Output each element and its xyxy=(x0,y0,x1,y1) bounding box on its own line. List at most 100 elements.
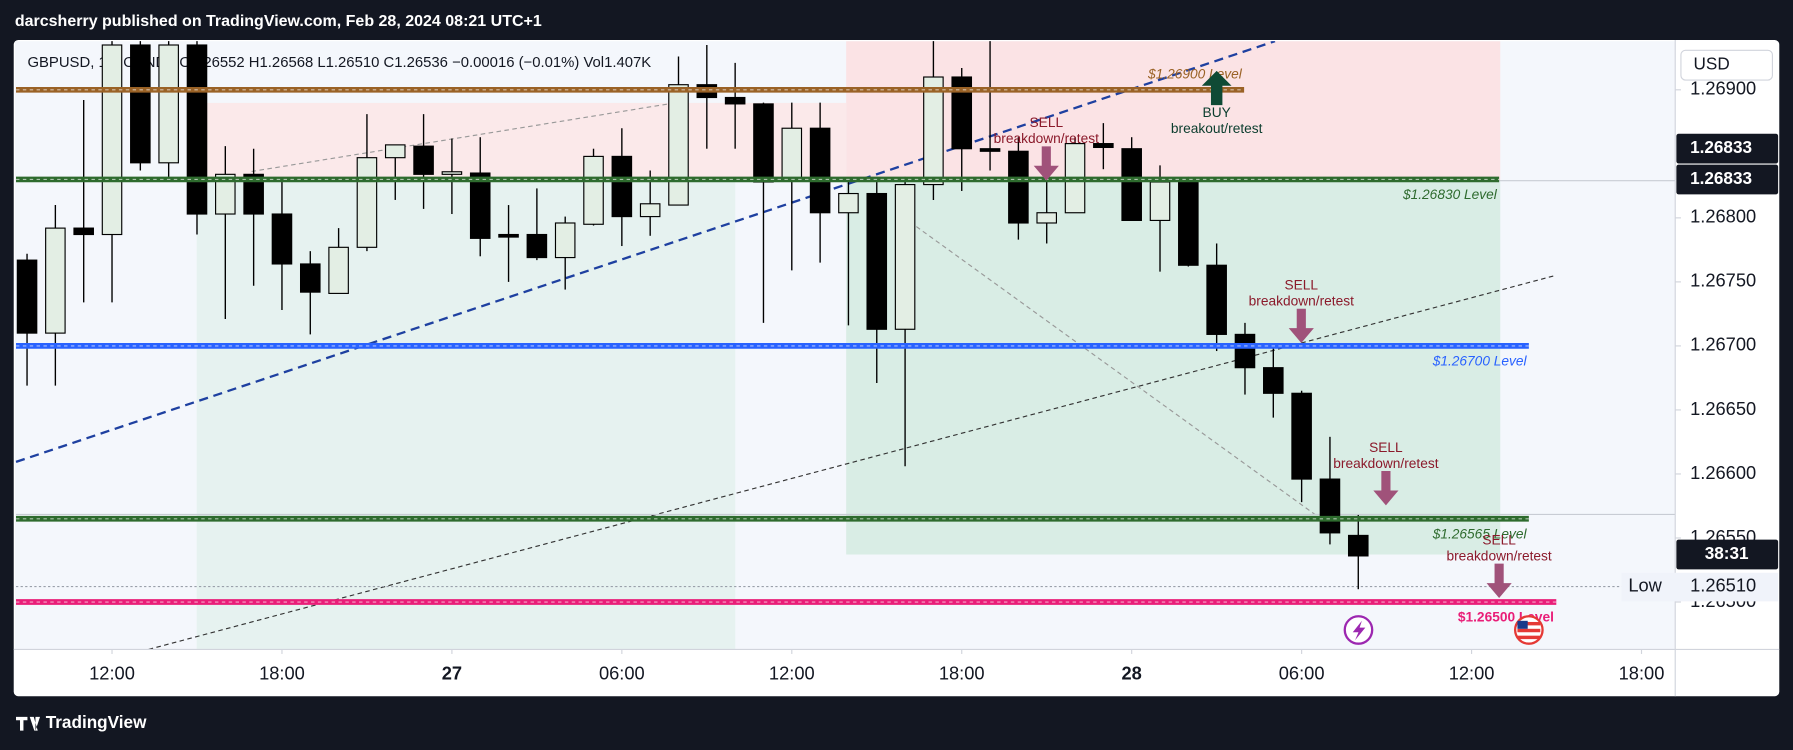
x-tick-label: 06:00 xyxy=(1279,662,1325,683)
candle-body xyxy=(923,76,944,186)
candle-body xyxy=(328,246,349,294)
candle-body xyxy=(753,103,774,183)
x-tick-label: 18:00 xyxy=(259,662,305,683)
x-tick-label: 12:00 xyxy=(1449,662,1495,683)
candle-body xyxy=(1121,148,1142,221)
price-tag-text: 1.26833 xyxy=(1690,168,1752,188)
y-tick-label: 1.26600 xyxy=(1690,462,1756,483)
candle-body xyxy=(979,148,1001,152)
event-icons xyxy=(1343,615,1544,645)
signal-text: breakout/retest xyxy=(1171,121,1263,136)
legend-text: GBPUSD, 1h, OANDA O1.26552 H1.26568 L1.2… xyxy=(27,55,651,71)
candle-body xyxy=(1178,181,1199,266)
price-tag xyxy=(1676,164,1779,195)
flag-stripe xyxy=(1517,628,1541,633)
signal-text: breakdown/retest xyxy=(1249,293,1354,308)
trend-line xyxy=(15,41,1276,463)
signal-label: SELL xyxy=(1030,115,1064,130)
candle-body xyxy=(413,145,434,175)
candle-body xyxy=(951,76,973,150)
x-tick-label: 18:00 xyxy=(939,662,985,683)
candle-body xyxy=(469,172,491,239)
levels: $1.26900 Level $1.26830 Level $1.26700 Lev… xyxy=(16,67,1557,625)
candle-body xyxy=(668,84,689,206)
candle-body xyxy=(809,127,831,214)
y-tick-label: 1.26900 xyxy=(1690,78,1756,99)
low-price: 1.26510 xyxy=(1690,574,1756,595)
signal-text: breakdown/retest xyxy=(994,131,1099,146)
candle-body xyxy=(498,233,519,238)
candle-body xyxy=(781,127,803,182)
candle-body xyxy=(1263,367,1284,394)
candle-body xyxy=(441,171,463,175)
candle-body xyxy=(838,192,859,214)
candle-body xyxy=(554,222,576,259)
candle-body xyxy=(639,203,661,218)
signals: SELLbreakdown/retestSELLbreakdown/retest… xyxy=(994,70,1552,598)
candle-body xyxy=(1093,143,1114,149)
x-tick-label: 28 xyxy=(1122,662,1142,683)
brand-logo xyxy=(16,716,41,731)
x-tick-label: 18:00 xyxy=(1619,662,1665,683)
candle-body xyxy=(1008,150,1029,224)
candle-body xyxy=(158,44,179,164)
candle-body xyxy=(1347,534,1369,557)
zone xyxy=(196,102,847,181)
candle-body xyxy=(526,233,548,259)
signal-label: SELL xyxy=(1482,532,1516,547)
candle-body xyxy=(384,144,406,159)
lightning xyxy=(1352,620,1366,641)
y-tick-label: 1.26700 xyxy=(1690,334,1756,355)
x-tick-label: 27 xyxy=(442,662,462,683)
y-tick-label: 1.26750 xyxy=(1690,270,1756,291)
candle-body xyxy=(299,263,321,293)
candle-body xyxy=(1206,264,1227,335)
currency-box[interactable] xyxy=(1680,49,1773,81)
down-arrow xyxy=(1033,146,1059,181)
signal-text: breakdown/retest xyxy=(1446,548,1551,563)
countdown-text: 38:31 xyxy=(1705,543,1749,563)
candle-body xyxy=(356,157,378,248)
down-arrow xyxy=(1288,308,1314,343)
candle-body xyxy=(724,96,746,105)
signal-label: SELL xyxy=(1369,440,1403,455)
zone xyxy=(846,180,1501,555)
candle-body xyxy=(866,192,888,330)
low-tag xyxy=(1621,572,1779,602)
down-arrow xyxy=(1373,471,1399,506)
countdown-tag xyxy=(1676,539,1779,570)
flag-stripe xyxy=(1517,635,1541,640)
candle-body xyxy=(101,44,123,236)
y-tick-label: 1.26800 xyxy=(1690,206,1756,227)
candle-body xyxy=(611,155,633,218)
candle-body xyxy=(243,173,264,215)
y-tick-label: 1.26650 xyxy=(1690,398,1756,419)
candle-body xyxy=(45,227,66,334)
candle-body xyxy=(1319,478,1341,534)
price-tag-text: 1.26833 xyxy=(1690,137,1752,157)
candle-body xyxy=(1291,392,1312,480)
price-tag xyxy=(1676,133,1779,164)
candle-body xyxy=(271,213,293,265)
flag-stripe xyxy=(1517,621,1541,626)
candle-body xyxy=(1149,181,1171,221)
level-label: $1.26700 Level xyxy=(1432,354,1528,369)
down-arrow xyxy=(1486,563,1512,598)
candle-body xyxy=(1036,212,1058,224)
up-arrow xyxy=(1201,70,1232,106)
level-label: $1.26830 Level xyxy=(1402,187,1498,202)
flag-canton xyxy=(1517,620,1528,629)
signal-label: SELL xyxy=(1285,277,1319,292)
candle-body xyxy=(186,44,208,215)
candle-body xyxy=(583,155,604,225)
x-tick-label: 06:00 xyxy=(599,662,645,683)
header-text: darcsherry published on TradingView.com,… xyxy=(15,13,542,30)
candle-body xyxy=(215,173,236,215)
level-label: $1.26565 Level xyxy=(1432,526,1528,541)
level-label: $1.26900 Level xyxy=(1147,67,1243,82)
candle-body xyxy=(130,44,151,164)
low-label: Low xyxy=(1628,574,1662,595)
x-tick-label: 12:00 xyxy=(769,662,815,683)
